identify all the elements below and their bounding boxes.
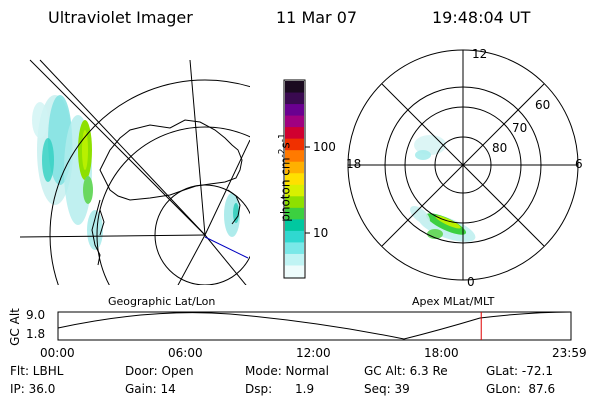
colorbar-cell — [285, 184, 304, 197]
filter-status: Flt: LBHL — [10, 364, 64, 378]
colorbar-label-s: s — [278, 142, 293, 149]
colorbar-cell — [285, 253, 304, 266]
colorbar-cell — [285, 81, 304, 94]
colorbar-cell — [285, 173, 304, 186]
colorbar-axis-label: photon cm-2s-1 — [278, 113, 293, 243]
polar-label-top: 12 — [472, 47, 488, 61]
altitude-min-label: 1.8 — [26, 327, 46, 341]
colorbar-cell — [285, 138, 304, 151]
ip-status: IP: 36.0 — [10, 382, 56, 396]
aurora-left-arc — [32, 95, 103, 250]
polar-label-left: 18 — [346, 157, 362, 171]
colorbar-label-exp: -2 — [277, 148, 288, 158]
time-tick-0000: 00:00 — [40, 346, 75, 360]
colorbar-gradient — [285, 81, 304, 278]
time-tick-0600: 06:00 — [168, 346, 203, 360]
door-status: Door: Open — [125, 364, 194, 378]
polar-lat-60: 60 — [535, 98, 551, 112]
geographic-map-label: Geographic Lat/Lon — [108, 295, 216, 308]
colorbar-cell — [285, 242, 304, 255]
polar-plot — [347, 49, 579, 281]
colorbar-cell — [285, 150, 304, 163]
glon-status: GLon: 87.6 — [486, 382, 556, 396]
colorbar-label-exp2: -1 — [277, 133, 288, 143]
colorbar-label-text: photon cm — [278, 157, 293, 222]
polar-lat-80: 80 — [492, 141, 508, 155]
colorbar-cell — [285, 265, 304, 278]
date-label: 11 Mar 07 — [276, 8, 358, 27]
seq-status: Seq: 39 — [364, 382, 410, 396]
colorbar-cell — [285, 127, 304, 140]
geographic-map — [20, 59, 250, 285]
altitude-max-label: 9.0 — [26, 308, 46, 322]
time-tick-1800: 18:00 — [424, 346, 459, 360]
colorbar-cell — [285, 207, 304, 220]
colorbar-cell — [285, 230, 304, 243]
colorbar-frame — [283, 79, 306, 279]
instrument-title: Ultraviolet Imager — [48, 8, 193, 27]
colorbar-cell — [285, 161, 304, 174]
colorbar-cell — [285, 92, 304, 105]
gain-status: Gain: 14 — [125, 382, 176, 396]
polar-label-right: 6 — [575, 157, 583, 171]
polar-label-bottom: 0 — [467, 275, 475, 289]
glat-status: GLat: -72.1 — [486, 364, 553, 378]
gc-alt-status: GC Alt: 6.3 Re — [364, 364, 448, 378]
colorbar-tick-label-10: 10 — [313, 226, 329, 240]
time-tick-2359: 23:59 — [552, 346, 587, 360]
colorbar-cell — [285, 104, 304, 117]
time-tick-1200: 12:00 — [296, 346, 331, 360]
apex-map-label: Apex MLat/MLT — [412, 295, 495, 308]
colorbar-cell — [285, 196, 304, 209]
colorbar-tick-label-100: 100 — [313, 140, 336, 154]
altitude-axis-label: GC Alt — [7, 308, 22, 346]
colorbar-cell — [285, 219, 304, 232]
mode-status: Mode: Normal — [245, 364, 329, 378]
colorbar-cell — [285, 115, 304, 128]
dsp-status: Dsp: 1.9 — [245, 382, 315, 396]
time-label: 19:48:04 UT — [432, 8, 531, 27]
altitude-strip-chart — [57, 311, 572, 341]
polar-lat-70: 70 — [512, 121, 528, 135]
